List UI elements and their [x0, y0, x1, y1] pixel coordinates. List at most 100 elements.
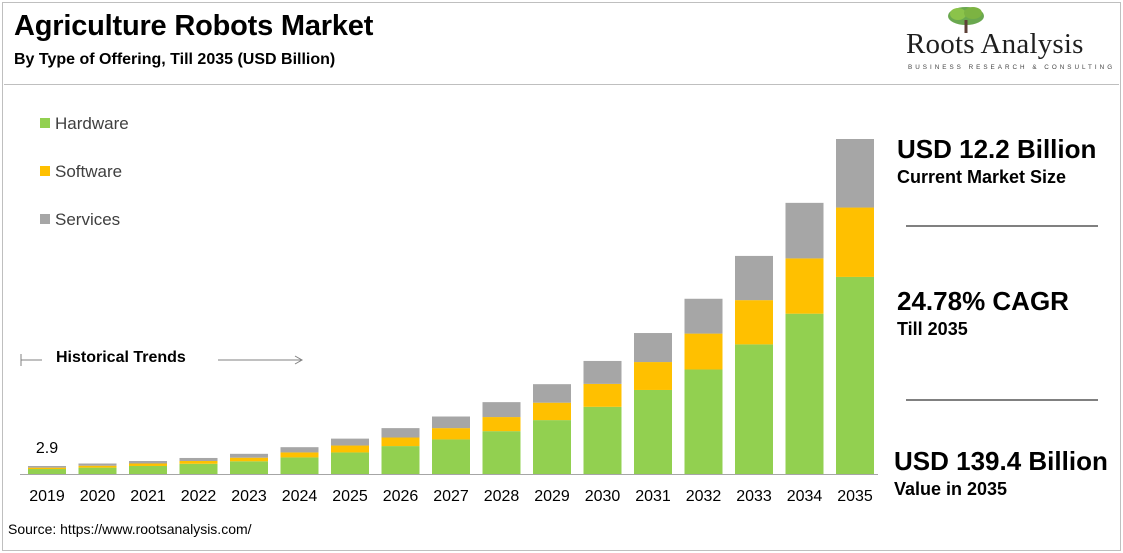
- bar-services-2025: [331, 438, 369, 446]
- bar-software-2026: [381, 437, 420, 447]
- bar-services-2030: [583, 360, 622, 384]
- chart-title: Agriculture Robots Market: [14, 10, 374, 42]
- x-tick-label-2033: 2033: [736, 488, 772, 505]
- bar-software-2031: [634, 362, 672, 390]
- bar-hardware-2033: [735, 344, 773, 474]
- legend-label-software: Software: [55, 162, 123, 181]
- bar-hardware-2035: [836, 276, 874, 474]
- bar-hardware-2028: [482, 431, 521, 474]
- bar-services-2023: [230, 453, 268, 458]
- historical-trends-annotation: Historical Trends: [20, 349, 310, 371]
- source-note: Source: https://www.rootsanalysis.com/: [8, 521, 252, 537]
- x-tick-label-2024: 2024: [282, 488, 318, 505]
- x-tick-label-2028: 2028: [484, 488, 520, 505]
- historical-trends-arrow: [20, 354, 304, 366]
- x-tick-label-2020: 2020: [80, 488, 116, 505]
- current-market-value: USD 12.2 Billion: [897, 134, 1097, 164]
- bar-software-2025: [331, 445, 369, 453]
- bar-software-2030: [583, 383, 622, 407]
- tree-icon: [948, 7, 984, 33]
- bar-hardware-2022: [179, 463, 218, 474]
- bar-software-2019: [28, 467, 66, 470]
- x-tick-label-2026: 2026: [383, 488, 419, 505]
- bar-services-2021: [129, 461, 167, 464]
- future-market-value: USD 139.4 Billion: [894, 446, 1108, 476]
- bar-hardware-2019: [28, 469, 66, 474]
- bar-hardware-2021: [129, 465, 167, 474]
- bar-services-2028: [482, 402, 521, 418]
- bar-hardware-2030: [583, 406, 622, 474]
- bar-hardware-2031: [634, 389, 672, 474]
- x-tick-label-2027: 2027: [433, 488, 469, 505]
- legend-item-hardware: Hardware: [40, 114, 129, 134]
- highlight-cagr: 24.78% CAGR Till 2035: [897, 286, 1069, 340]
- bar-hardware-2027: [432, 439, 470, 474]
- bar-group: [28, 139, 874, 474]
- bar-software-2029: [533, 402, 571, 421]
- future-market-caption: Value in 2035: [894, 479, 1008, 499]
- header-divider: [4, 84, 1119, 85]
- logo-tagline: BUSINESS RESEARCH & CONSULTING: [908, 64, 1116, 71]
- x-tick-label-2031: 2031: [635, 488, 671, 505]
- x-tick-label-2022: 2022: [181, 488, 217, 505]
- bar-services-2019: [28, 465, 66, 468]
- bar-hardware-2024: [280, 457, 319, 474]
- bar-services-2026: [381, 428, 420, 438]
- highlight-current: USD 12.2 Billion Current Market Size: [897, 134, 1096, 188]
- bar-hardware-2032: [684, 369, 723, 474]
- highlight-divider-1: [906, 225, 1098, 227]
- x-tick-label-2023: 2023: [231, 488, 267, 505]
- x-tick-label-2019: 2019: [29, 488, 65, 505]
- bar-software-2023: [230, 457, 268, 462]
- bar-services-2027: [432, 416, 470, 429]
- x-axis-tick-labels: 2019 2020 2021 2022 2023 2024 2025 2026 2027 2028…: [29, 488, 873, 505]
- bar-services-2033: [735, 255, 773, 301]
- logo-name: Roots Analysis: [906, 28, 1084, 60]
- legend-swatch-hardware: [40, 118, 50, 128]
- bar-software-2032: [684, 333, 723, 370]
- historical-trends-label: Historical Trends: [56, 349, 186, 366]
- bar-software-2024: [280, 452, 319, 458]
- bar-software-2020: [78, 465, 117, 468]
- legend-item-services: Services: [40, 210, 120, 230]
- highlight-divider-2: [906, 399, 1098, 401]
- bar-hardware-2034: [785, 313, 824, 474]
- x-tick-label-2035: 2035: [837, 488, 873, 505]
- legend-swatch-services: [40, 214, 50, 224]
- chart-subtitle: By Type of Offering, Till 2035 (USD Bill…: [14, 51, 336, 68]
- legend-label-hardware: Hardware: [55, 114, 129, 133]
- legend-item-software: Software: [40, 162, 122, 182]
- bar-software-2027: [432, 428, 470, 440]
- x-tick-label-2030: 2030: [585, 488, 621, 505]
- bar-hardware-2026: [381, 446, 420, 474]
- bar-services-2032: [684, 298, 723, 334]
- x-tick-label-2025: 2025: [332, 488, 368, 505]
- bar-services-2035: [836, 139, 874, 208]
- bar-chart: 2019 2020 2021 2022 2023 2024 2025 2026 2027 2028…: [20, 139, 878, 505]
- bar-hardware-2020: [78, 467, 117, 474]
- bar-software-2035: [836, 207, 874, 277]
- bar-software-2021: [129, 463, 167, 466]
- bar-software-2034: [785, 258, 824, 314]
- company-logo: Roots Analysis BUSINESS RESEARCH & CONSU…: [900, 6, 1112, 76]
- x-tick-label-2032: 2032: [686, 488, 722, 505]
- x-tick-label-2029: 2029: [534, 488, 570, 505]
- bar-hardware-2029: [533, 420, 571, 474]
- bar-software-2022: [179, 461, 218, 464]
- bar-services-2024: [280, 447, 319, 453]
- highlight-future: USD 139.4 Billion Value in 2035: [894, 446, 1108, 500]
- legend-label-services: Services: [55, 210, 121, 229]
- bar-services-2022: [179, 457, 218, 462]
- data-label-2019: 2.9: [36, 440, 58, 457]
- bar-hardware-2025: [331, 452, 369, 474]
- bar-services-2034: [785, 202, 824, 259]
- current-market-caption: Current Market Size: [897, 167, 1067, 187]
- bar-services-2020: [78, 463, 117, 466]
- bar-services-2029: [533, 384, 571, 403]
- legend-swatch-software: [40, 166, 50, 176]
- x-tick-label-2034: 2034: [787, 488, 823, 505]
- x-tick-label-2021: 2021: [130, 488, 166, 505]
- cagr-value: 24.78% CAGR: [897, 286, 1069, 316]
- bar-hardware-2023: [230, 461, 268, 474]
